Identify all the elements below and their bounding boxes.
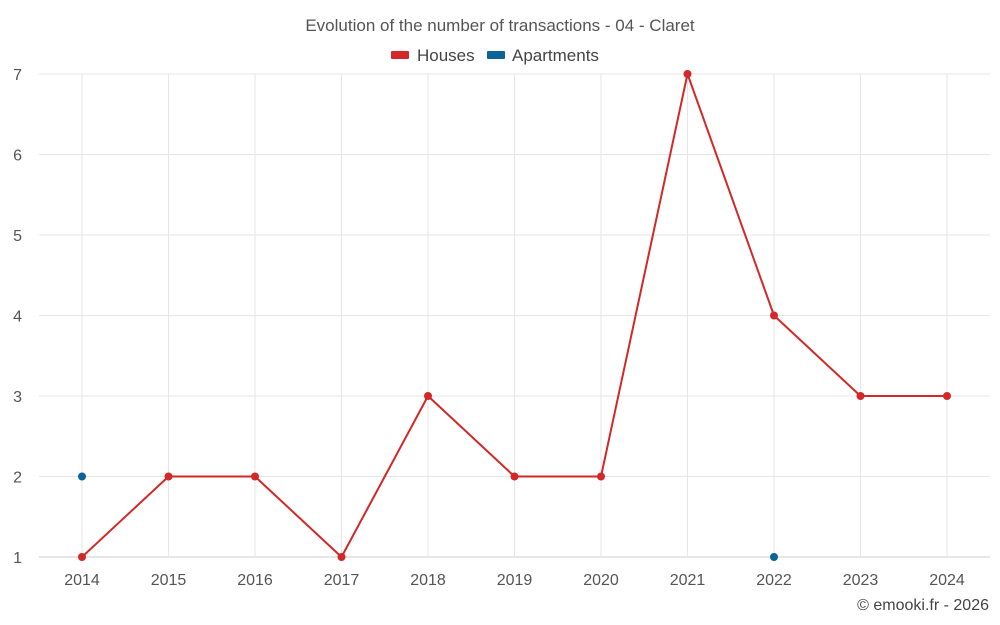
chart-title: Evolution of the number of transactions …	[305, 16, 695, 35]
data-point-houses[interactable]	[337, 553, 346, 561]
y-tick-label: 7	[13, 67, 22, 84]
data-point-apartments[interactable]	[78, 472, 86, 481]
x-tick-label: 2020	[583, 572, 619, 589]
x-tick-label: 2018	[410, 572, 446, 589]
y-tick-label: 6	[13, 148, 22, 165]
y-axis-ticks: 1 2 3 4 5 6 7	[13, 67, 22, 567]
legend-label-houses: Houses	[417, 46, 475, 65]
y-tick-label: 3	[13, 389, 22, 406]
data-point-houses[interactable]	[164, 472, 173, 481]
x-tick-label: 2014	[64, 572, 100, 589]
legend-item-houses[interactable]: Houses	[391, 46, 475, 65]
legend: Houses Apartments	[391, 46, 599, 65]
x-axis-ticks: 2014 2015 2016 2017 2018 2019 2020 2021 2022 2023…	[64, 572, 965, 589]
data-point-apartments[interactable]	[770, 553, 778, 561]
data-point-houses[interactable]	[856, 392, 865, 400]
data-point-houses[interactable]	[943, 392, 951, 400]
legend-item-apartments[interactable]: Apartments	[487, 46, 599, 65]
x-tick-label: 2022	[756, 572, 792, 589]
legend-label-apartments: Apartments	[512, 46, 599, 65]
y-tick-label: 5	[13, 228, 22, 245]
x-tick-label: 2024	[929, 572, 965, 589]
data-point-houses[interactable]	[683, 70, 692, 78]
series-apartments	[78, 472, 778, 561]
y-tick-label: 1	[13, 550, 22, 567]
legend-swatch-houses	[391, 51, 409, 59]
x-tick-label: 2019	[497, 572, 533, 589]
grid	[39, 73, 990, 558]
y-tick-label: 4	[13, 309, 22, 326]
credit: © emooki.fr - 2026	[857, 597, 989, 614]
x-tick-label: 2023	[843, 572, 879, 589]
data-point-houses[interactable]	[770, 311, 778, 320]
series-houses	[78, 70, 951, 561]
legend-swatch-apartments	[487, 51, 505, 59]
data-point-houses[interactable]	[510, 472, 519, 481]
data-point-houses[interactable]	[424, 392, 432, 400]
x-tick-label: 2015	[151, 572, 187, 589]
y-tick-label: 2	[13, 470, 22, 487]
data-point-houses[interactable]	[597, 472, 605, 481]
data-point-houses[interactable]	[78, 553, 86, 561]
series	[78, 70, 951, 561]
x-tick-label: 2016	[237, 572, 273, 589]
x-tick-label: 2017	[324, 572, 360, 589]
data-point-houses[interactable]	[251, 472, 259, 481]
x-tick-label: 2021	[670, 572, 706, 589]
